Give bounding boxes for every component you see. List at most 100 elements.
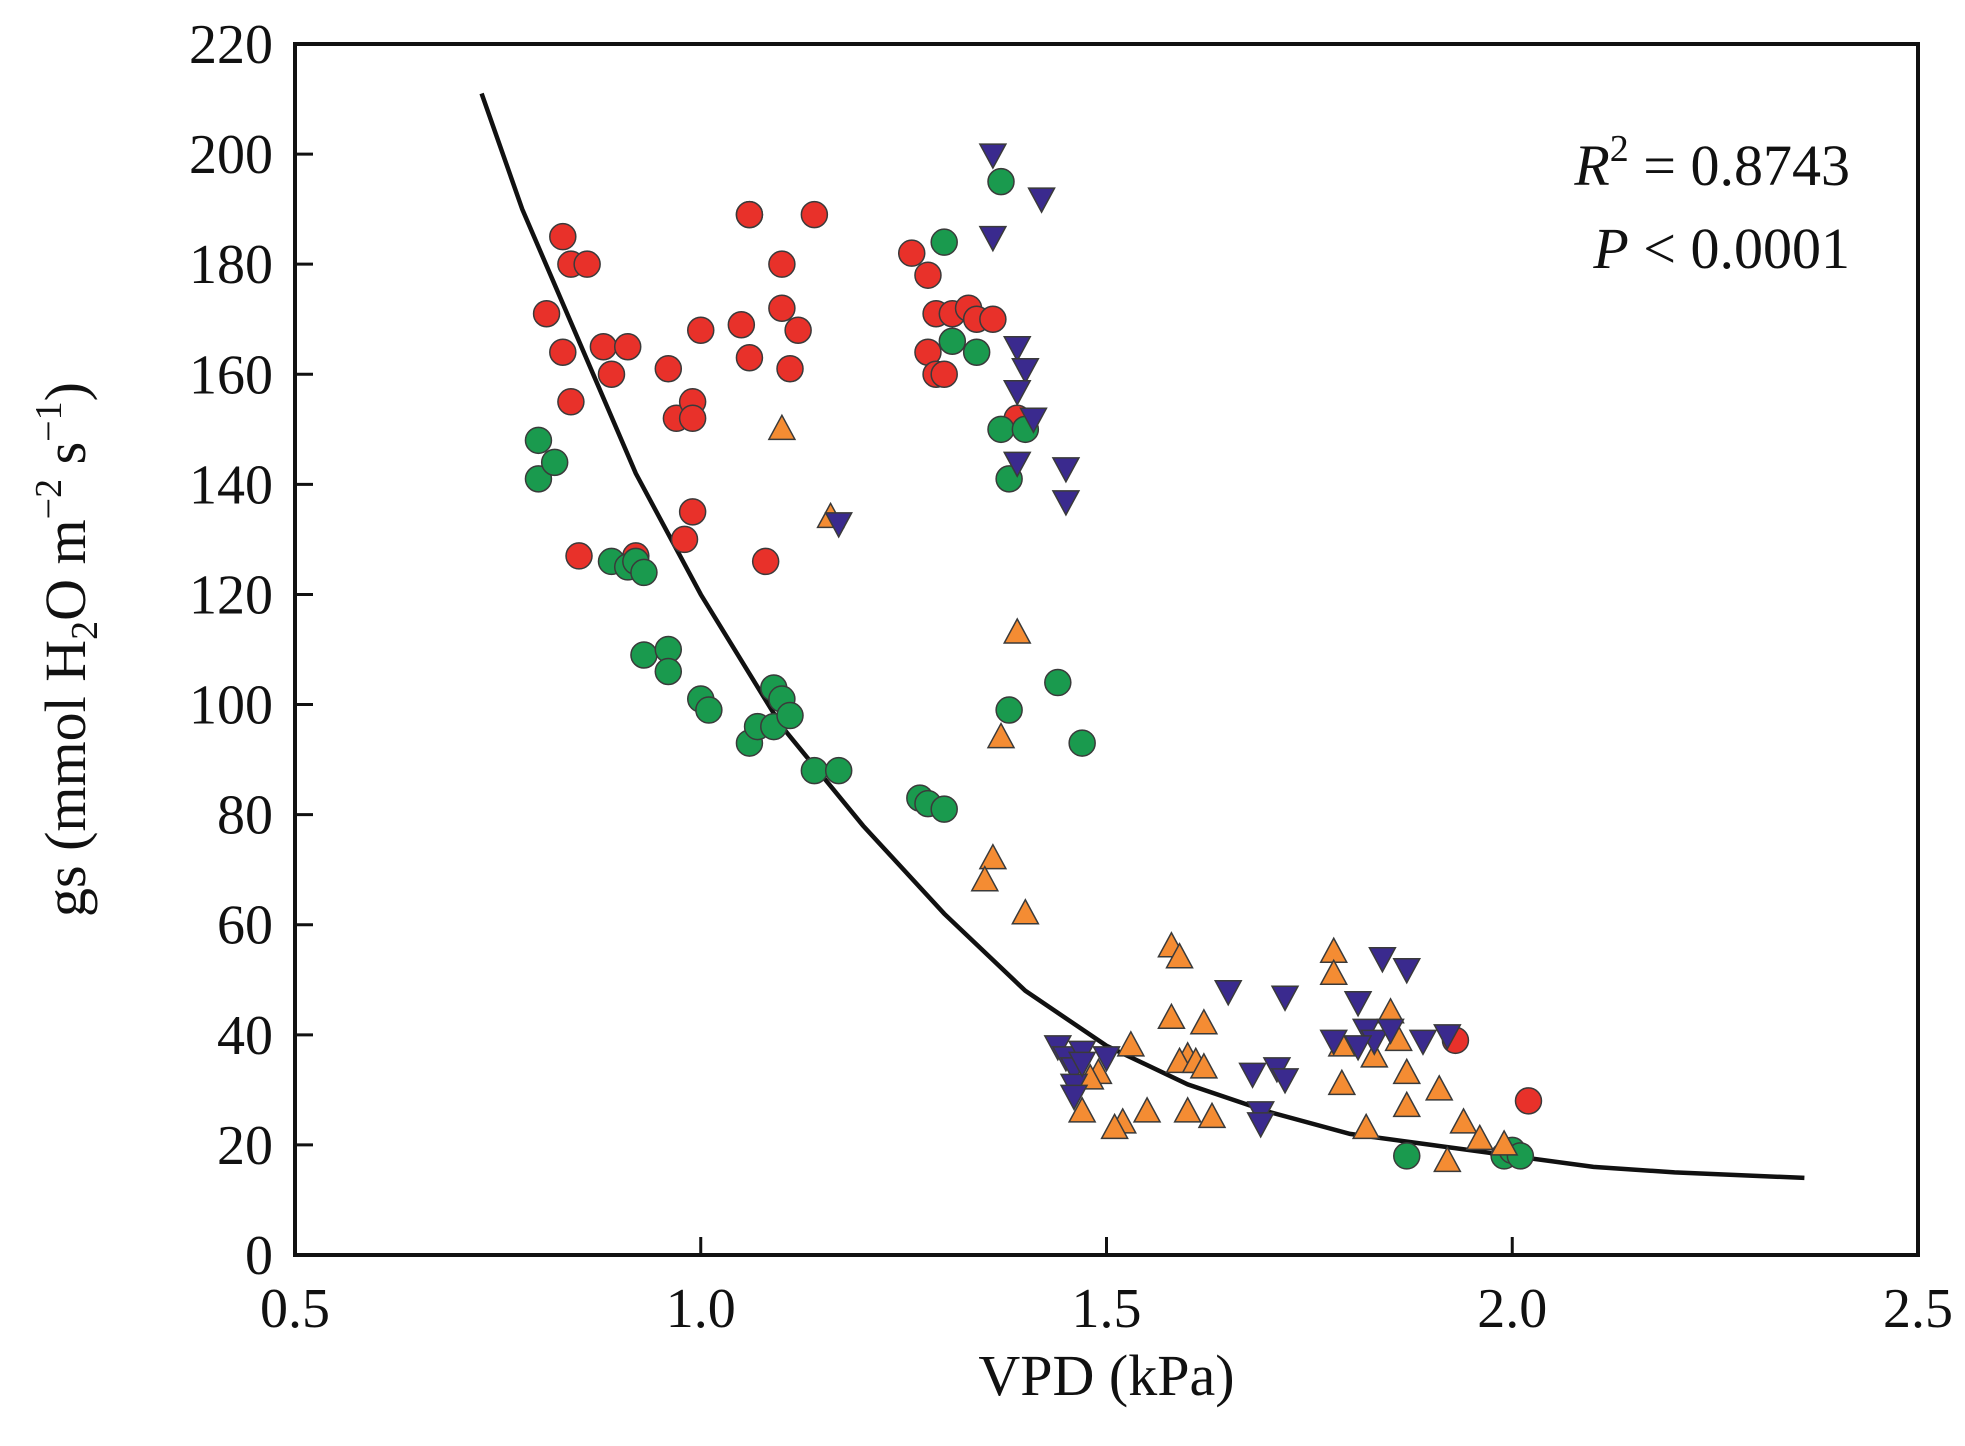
x-tick-label: 2.5 [1883,1278,1953,1340]
data-point-circle-series-1 [979,305,1007,333]
data-point-triangle-down [1027,187,1056,214]
data-point-triangle-up [970,865,1000,892]
data-point-triangle-down [1319,1029,1348,1056]
data-point-triangle-up [1319,958,1348,986]
data-point-triangle-down [1011,358,1040,385]
data-point-triangle-up [1197,1101,1227,1129]
data-point-triangle-down [1019,407,1048,434]
data-point-triangle-down [1368,947,1397,974]
data-point-triangle-up [1392,1090,1422,1118]
data-point-circle-series-2 [995,696,1023,724]
data-point-circle-series-2 [1044,668,1072,697]
data-point-circle-series-2 [987,167,1015,196]
data-point-triangle-down [1002,380,1032,407]
data-point-circle-series-1 [914,261,942,289]
data-point-circle-series-1 [727,310,756,339]
data-point-circle-series-1 [768,250,796,278]
data-point-triangle-up [1165,942,1194,969]
data-point-triangle-down [1246,1112,1275,1139]
y-axis-title-part: O m [33,519,98,621]
x-axis-title: VPD (kPa) [978,1343,1234,1408]
data-point-triangle-up [1100,1112,1129,1140]
data-point-circle-series-1 [532,299,561,328]
data-point-triangle-down [1343,991,1373,1018]
data-point-triangle-up [1189,1008,1219,1035]
axis-ticks-layer: 0 20 40 60 80 100 120 140 160 180 200 220 0.5 1.0 1.5 2… [189,14,1953,1340]
data-point-circle-series-1 [784,316,812,344]
y-axis-title-superscript: −1 [28,401,70,441]
data-point-circle-series-2 [930,228,958,256]
data-point-triangle-up [1319,936,1348,963]
data-point-triangle-up [1424,1074,1454,1101]
data-point-triangle-up [1433,1145,1462,1173]
data-point-triangle-up [1132,1096,1162,1123]
x-tick-label: 0.5 [260,1278,330,1340]
data-point-circle-series-1 [800,200,829,229]
data-point-circle-series-2 [654,657,683,686]
x-tick-label: 2.0 [1477,1278,1547,1340]
data-point-circle-series-2 [524,426,553,455]
data-point-triangle-down [1376,1018,1405,1045]
y-tick-label: 120 [189,564,273,626]
data-point-triangle-down [1343,1035,1373,1062]
y-axis-title-subscript: 2 [64,621,106,640]
data-point-triangle-down [978,143,1008,170]
data-point-circle-series-1 [589,333,618,361]
y-tick-label: 200 [189,124,273,186]
data-point-triangle-down [824,512,853,539]
y-tick-label: 80 [217,785,273,847]
data-point-triangle-up [1173,1096,1202,1123]
data-point-circle-series-1 [1514,1087,1543,1115]
data-point-triangle-up [1189,1052,1219,1079]
data-point-triangle-down [1433,1024,1462,1051]
data-point-triangle-up [767,413,797,441]
y-axis-title-part: s [33,442,98,479]
data-point-triangle-down [1238,1062,1267,1089]
data-point-circle-series-1 [573,250,601,278]
y-axis-title: gs (mmol H2O m−2 s−1) [28,382,106,917]
data-point-triangle-up [1327,1068,1357,1096]
data-point-circle-series-1 [678,498,707,526]
data-points-layer [524,143,1543,1173]
y-tick-label: 40 [217,1005,273,1067]
data-point-circle-series-2 [540,448,569,477]
data-point-circle-series-2 [962,338,991,367]
data-point-circle-series-1 [751,547,780,576]
y-tick-label: 60 [217,895,273,957]
r-squared-exponent: 2 [1610,128,1629,170]
data-point-triangle-up [986,721,1016,749]
data-point-triangle-down [1051,490,1081,517]
data-point-circle-series-2 [695,696,723,724]
data-point-triangle-down [1270,985,1300,1012]
data-point-triangle-up [1157,1002,1186,1030]
data-point-triangle-up [1002,617,1032,644]
data-point-circle-series-1 [687,316,715,344]
data-point-circle-series-1 [735,200,764,229]
p-value-value: < 0.0001 [1629,216,1850,281]
data-point-triangle-down [1213,980,1243,1007]
y-axis-title-part: ) [33,382,98,401]
data-point-circle-series-2 [776,701,804,730]
data-point-triangle-down [1408,1029,1438,1056]
data-point-circle-series-2 [630,641,658,669]
y-tick-label: 0 [245,1225,273,1287]
data-point-circle-series-1 [549,338,577,367]
y-tick-label: 20 [217,1115,273,1177]
data-point-triangle-down [1092,1046,1121,1073]
data-point-circle-series-1 [597,360,626,389]
data-point-triangle-down [1059,1084,1089,1111]
data-point-circle-series-1 [565,542,593,570]
p-value-annotation: P < 0.0001 [1592,216,1850,281]
p-value-symbol: P [1592,216,1628,281]
data-point-circle-series-2 [524,465,553,493]
data-point-triangle-down [1067,1051,1097,1078]
data-point-circle-series-2 [938,327,967,355]
data-point-circle-series-1 [654,355,683,383]
y-axis-title-part: gs (mmol H [33,640,98,917]
data-point-triangle-down [1002,336,1032,363]
data-point-triangle-up [1011,898,1040,925]
data-point-triangle-up [1067,1096,1097,1123]
r-squared-symbol: R [1573,133,1609,198]
data-point-circle-series-2 [800,756,829,785]
